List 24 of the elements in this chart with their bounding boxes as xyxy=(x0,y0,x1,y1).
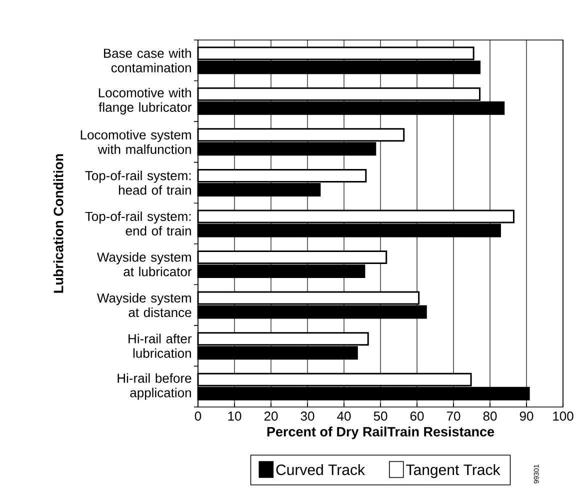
y-tick-label: Hi-rail after lubrication xyxy=(128,334,192,358)
y-axis-title: Lubrication Condition xyxy=(53,154,64,293)
x-tick-label: 70 xyxy=(446,412,460,421)
x-tick-label: 20 xyxy=(264,412,278,421)
x-tick-label: 50 xyxy=(374,412,388,421)
y-tick-label: Base case with contamination xyxy=(104,48,191,72)
y-tick-label: Top-of-rail system: end of train xyxy=(85,211,191,236)
y-tick-label: Wayside system at lubricator xyxy=(97,252,192,276)
y-tick-label: Locomotive with flange lubricator xyxy=(98,88,192,114)
legend-label: Tangent Track xyxy=(406,464,500,478)
x-tick-label: 0 xyxy=(194,412,202,421)
x-tick-label: 100 xyxy=(553,412,574,421)
y-tick-label: Top-of-rail system: head of train xyxy=(85,170,191,195)
x-tick-label: 30 xyxy=(300,412,314,421)
x-tick-label: 40 xyxy=(337,412,351,421)
y-tick-label: Hi-rail before application xyxy=(118,373,192,400)
legend-label: Curved Track xyxy=(276,464,366,476)
y-tick-label: Wayside system at distance xyxy=(97,293,192,318)
x-tick-label: 80 xyxy=(483,412,497,421)
x-tick-label: 90 xyxy=(520,412,534,421)
x-tick-label: 60 xyxy=(410,412,424,421)
x-axis-title: Percent of Dry RailTrain Resistance xyxy=(267,426,494,440)
y-tick-label: Locomotive system with malfunction xyxy=(80,130,191,154)
x-tick-label: 10 xyxy=(228,412,242,421)
